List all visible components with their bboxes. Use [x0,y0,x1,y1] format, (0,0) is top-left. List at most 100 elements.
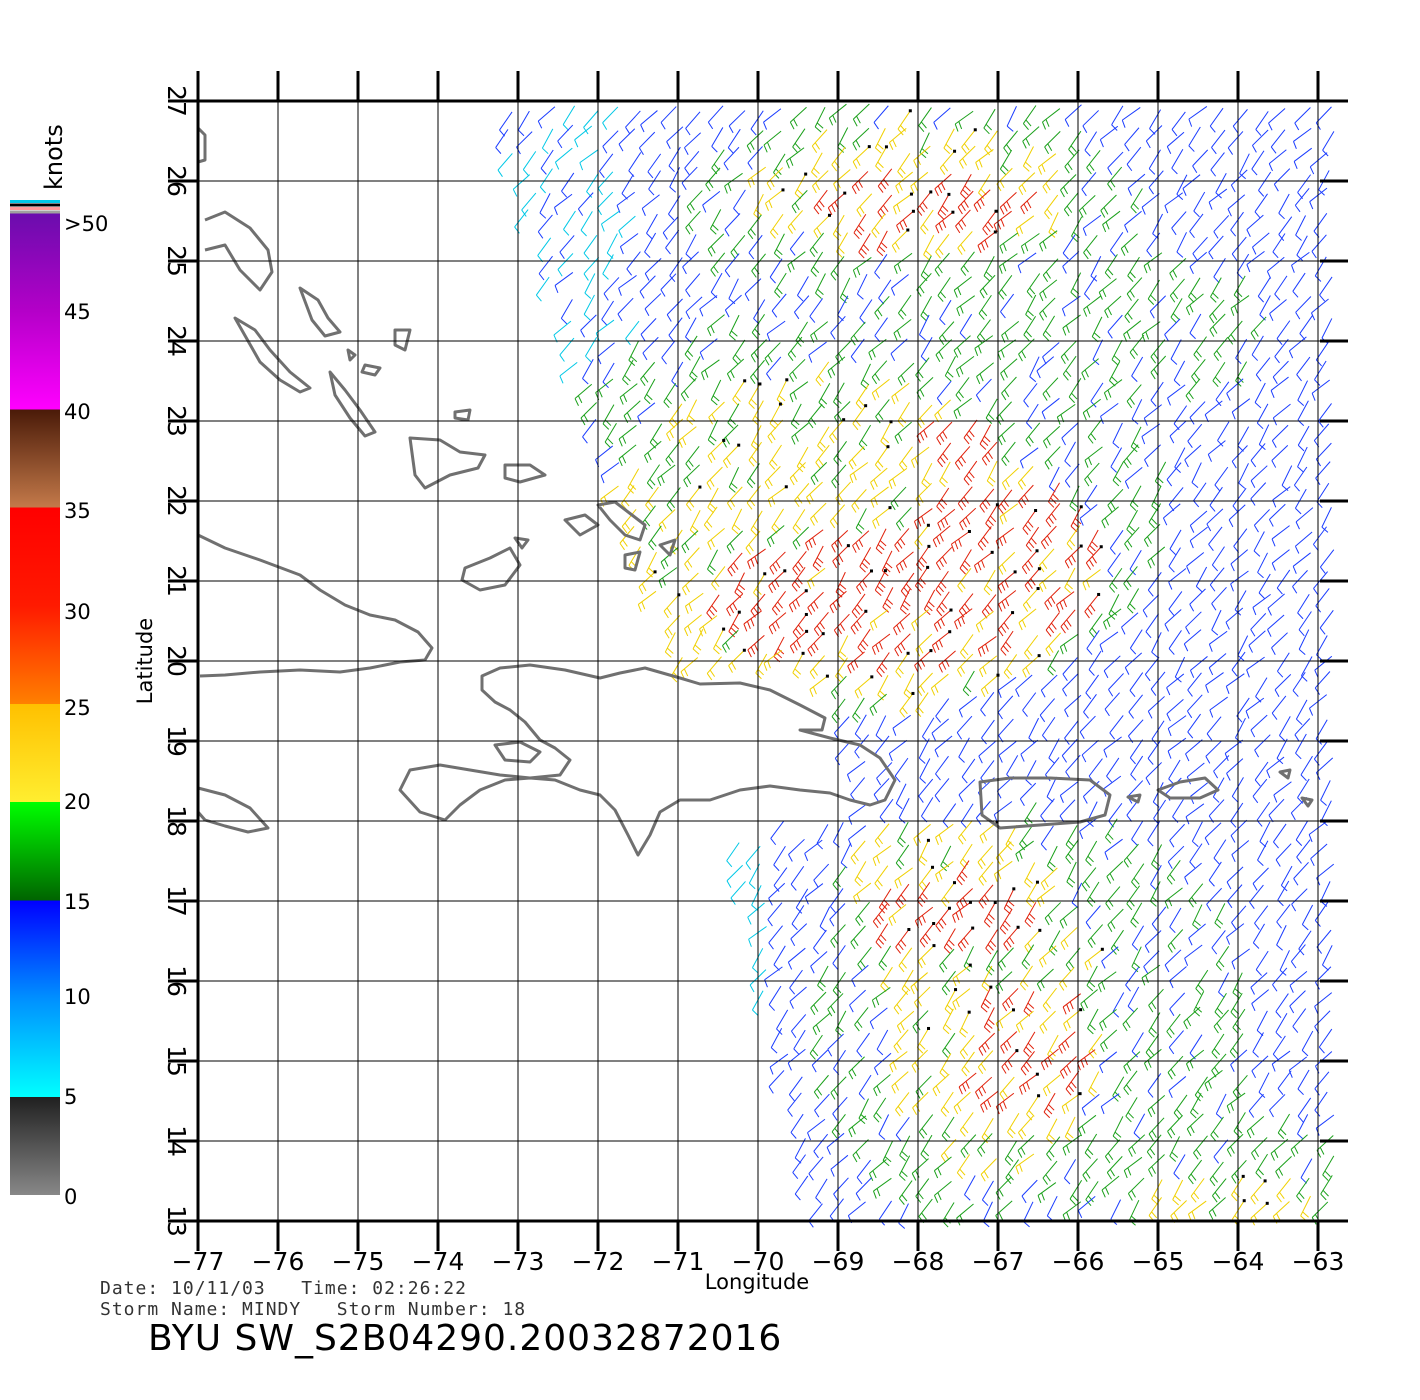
wind-barb [699,295,718,317]
wind-barb [891,1071,909,1094]
wind-barb [876,652,890,678]
wind-barb [1086,149,1101,175]
date-time-line: Date: 10/11/03 Time: 02:26:22 [100,1278,467,1299]
wind-barb [1183,1006,1201,1030]
wind-barb [791,1014,807,1039]
rain-flag [870,675,874,679]
wind-barb [878,279,892,305]
wind-barb [1271,549,1290,571]
wind-barb [1039,279,1058,302]
wind-barb [1100,1029,1118,1053]
great-inagua-coastline [513,536,530,550]
wind-barb [794,483,810,508]
wind-barb [882,1140,894,1167]
legend-unit: knots [40,124,68,190]
wind-barb [848,1056,865,1080]
wind-barb [646,464,660,490]
wind-barb [1251,1055,1269,1079]
wind-barb [753,193,764,220]
wind-barb [1321,507,1332,533]
wind-barb [1084,592,1101,619]
rain-flag [911,209,915,213]
wind-barb [920,209,934,235]
wind-barb [918,778,934,803]
wind-barb [1044,586,1061,611]
wind-barb [985,950,998,976]
wind-barb [850,321,866,346]
wind-barb [748,382,762,410]
wind-barb [935,861,954,883]
wind-barb [1275,843,1292,867]
wind-barb [789,629,809,654]
wind-barb [1166,131,1185,154]
wind-barb [792,128,806,154]
wind-barb [997,570,1017,594]
wind-barb [1168,591,1183,616]
wind-barb [1268,108,1286,131]
wind-barb [1273,168,1291,192]
wind-barb [1208,653,1227,676]
wind-barb [860,363,871,390]
wind-barb [977,230,997,254]
wind-barb [1226,1133,1244,1157]
y-tick-label: 25 [162,245,191,277]
wind-barb [1143,1048,1162,1071]
wind-barb [1211,930,1226,955]
wind-barb [684,547,700,571]
wind-barb [1112,992,1125,1018]
wind-barb [1046,1195,1058,1222]
wind-barb [618,128,636,152]
wind-barb [1254,761,1269,787]
wind-barb [959,313,973,340]
rain-flag [926,565,930,569]
wind-barb [834,741,851,766]
wind-barb [577,192,594,216]
wind-barb [877,168,893,193]
wind-barb [875,715,887,741]
wind-barb [880,966,893,992]
wind-barb [1226,923,1245,945]
wind-barb [1015,1153,1035,1175]
wind-barb [553,320,572,343]
y-tick-label: 26 [162,165,191,197]
wind-barb [747,634,765,658]
wind-barb [1110,447,1123,473]
wind-barb [935,906,951,933]
wind-barb [1048,738,1060,764]
wind-barb [637,590,657,613]
wind-barb [663,593,681,619]
wind-barb [1083,295,1102,317]
wind-barb [1231,840,1250,863]
wind-barb [789,358,806,383]
wind-barb [702,190,721,213]
wind-barb [1078,1114,1097,1137]
wind-barb [1169,529,1182,555]
wind-barb [856,569,873,595]
wind-barb [1299,315,1313,341]
wind-barb [1167,715,1187,737]
wind-barb [1271,424,1289,448]
wind-barb [1166,673,1185,696]
wind-barb [943,128,955,154]
wind-barb [537,237,552,263]
wind-barb [1107,314,1123,339]
wind-barb [918,107,932,133]
wind-barb [852,1139,869,1163]
wind-barb [939,1053,952,1079]
wind-barb [856,1159,872,1185]
wind-barb [872,903,888,929]
wind-barb [764,342,781,366]
wind-barb [935,210,955,234]
wind-barb [899,446,913,472]
wind-barb [936,380,952,405]
rain-flag [805,629,809,633]
wind-barb [1301,904,1314,931]
wind-barb [874,569,887,596]
x-tick-label: −71 [652,1247,705,1276]
wind-barb [981,719,995,745]
wind-barb [579,149,599,171]
wind-barb [1275,1013,1288,1039]
wind-barb [910,972,928,995]
rain-flag [1011,1008,1015,1012]
wind-barb [1171,111,1186,137]
